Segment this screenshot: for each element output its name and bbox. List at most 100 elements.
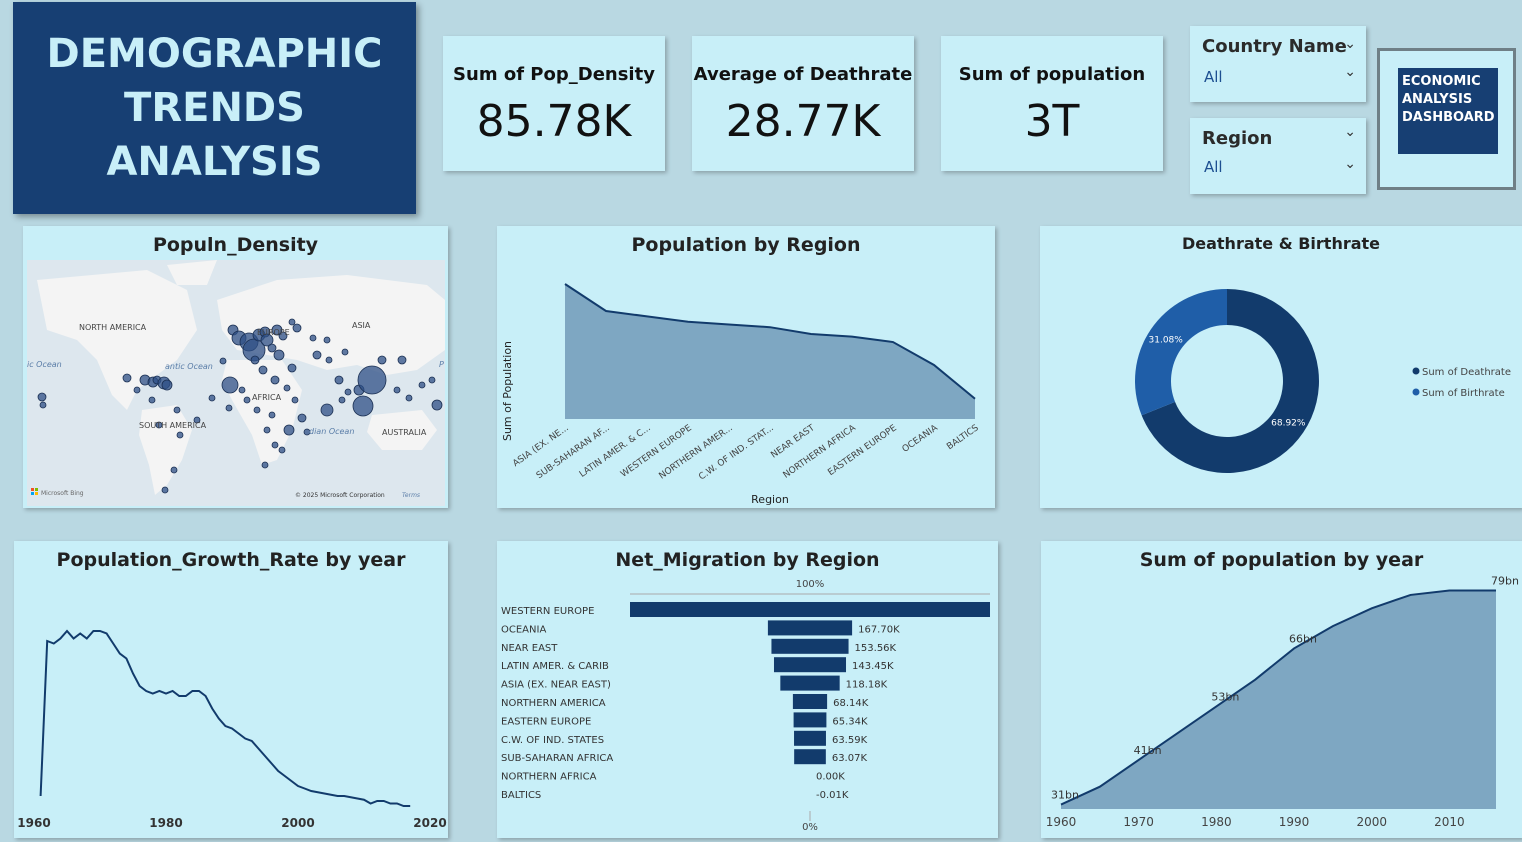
density-bubble[interactable]: [39, 401, 47, 409]
density-bubble[interactable]: [253, 406, 261, 414]
net-migration-funnel[interactable]: 100% 0% WESTERN EUROPE OCEANIA 167.70K NEAR…: [497, 541, 998, 838]
region-dropdown-value[interactable]: All: [1204, 158, 1223, 176]
density-bubble[interactable]: [173, 406, 181, 414]
density-bubble[interactable]: [208, 394, 216, 402]
density-bubble[interactable]: [325, 356, 333, 364]
density-bubble[interactable]: [338, 396, 346, 404]
density-bubble[interactable]: [278, 446, 286, 454]
density-bubble[interactable]: [288, 318, 296, 326]
density-bubble[interactable]: [312, 350, 322, 360]
funnel-bar[interactable]: [630, 602, 990, 617]
density-bubble[interactable]: [320, 403, 334, 417]
kpi-card-pop-density[interactable]: Sum of Pop_Density 85.78K: [443, 36, 665, 171]
density-bubble[interactable]: [260, 333, 274, 347]
chevron-down-icon[interactable]: ⌄: [1344, 156, 1356, 172]
funnel-data-label: 118.18K: [846, 680, 888, 691]
funnel-bar[interactable]: [794, 730, 826, 746]
area-fill[interactable]: [565, 284, 975, 419]
density-bubble[interactable]: [219, 357, 227, 365]
funnel-bar[interactable]: [771, 638, 849, 654]
density-bubble[interactable]: [292, 323, 302, 333]
kpi-card-population[interactable]: Sum of population 3T: [941, 36, 1163, 171]
growth-rate-line-chart[interactable]: 1960 1980 2000 2020: [14, 541, 448, 838]
x-tick-label: BALTICS: [945, 423, 981, 452]
country-slicer[interactable]: Country Name ⌄ All ⌄: [1190, 26, 1366, 102]
density-bubble[interactable]: [287, 363, 297, 373]
donut-slice[interactable]: [1141, 289, 1319, 473]
population-by-year-area-chart[interactable]: 31bn 41bn 53bn 66bn 79bn 1960 1970 1980 1990 2000…: [1041, 541, 1522, 838]
density-bubble[interactable]: [148, 396, 156, 404]
x-tick-label: 2000: [281, 816, 314, 830]
density-bubble[interactable]: [161, 379, 173, 391]
density-bubble[interactable]: [37, 392, 47, 402]
density-bubble[interactable]: [268, 411, 276, 419]
funnel-bar[interactable]: [794, 749, 826, 765]
donut-slice[interactable]: [1135, 289, 1227, 416]
density-bubble[interactable]: [405, 394, 413, 402]
country-dropdown-value[interactable]: All: [1204, 68, 1223, 86]
density-bubble[interactable]: [283, 424, 295, 436]
economic-dashboard-button[interactable]: ECONOMIC ANALYSIS DASHBOARD: [1377, 48, 1516, 190]
density-bubbles[interactable]: [37, 318, 443, 494]
density-bubble[interactable]: [238, 386, 246, 394]
map-terms-link[interactable]: Terms: [402, 492, 420, 499]
density-bubble[interactable]: [283, 384, 291, 392]
density-bubble[interactable]: [258, 365, 268, 375]
density-bubble[interactable]: [352, 395, 374, 417]
legend-deathrate: Sum of Deathrate: [1422, 367, 1511, 378]
density-bubble[interactable]: [261, 461, 269, 469]
growth-line[interactable]: [39, 629, 411, 807]
density-bubble[interactable]: [155, 421, 163, 429]
kpi-value: 28.77K: [725, 96, 881, 147]
density-bubble[interactable]: [431, 399, 443, 411]
funnel-bar[interactable]: [793, 712, 827, 728]
density-bubble[interactable]: [243, 396, 251, 404]
funnel-bar[interactable]: [792, 694, 828, 709]
chevron-down-icon[interactable]: ⌄: [1344, 124, 1356, 140]
population-by-region-chart[interactable]: Sum of Population Region ASIA (EX. NE...…: [497, 226, 995, 508]
density-bubble[interactable]: [250, 355, 260, 365]
chevron-down-icon[interactable]: ⌄: [1344, 64, 1356, 80]
density-bubble[interactable]: [323, 336, 331, 344]
density-bubble[interactable]: [278, 331, 288, 341]
density-bubble[interactable]: [303, 428, 311, 436]
kpi-card-deathrate[interactable]: Average of Deathrate 28.77K: [692, 36, 914, 171]
funnel-data-label: 153.56K: [855, 643, 897, 654]
funnel-bar[interactable]: [767, 620, 853, 636]
density-bubble[interactable]: [273, 349, 285, 361]
density-bubble[interactable]: [418, 381, 426, 389]
density-bubble[interactable]: [344, 388, 352, 396]
growth-rate-card: Population_Growth_Rate by year 1960 1980 2…: [14, 541, 448, 838]
density-bubble[interactable]: [122, 373, 132, 383]
density-bubble[interactable]: [309, 334, 317, 342]
density-bubble[interactable]: [377, 355, 387, 365]
density-bubble[interactable]: [334, 375, 344, 385]
density-bubble[interactable]: [271, 441, 279, 449]
density-bubble[interactable]: [291, 396, 299, 404]
chevron-down-icon[interactable]: ⌄: [1344, 36, 1356, 52]
density-bubble[interactable]: [341, 348, 349, 356]
region-slicer[interactable]: Region ⌄ All ⌄: [1190, 118, 1366, 194]
density-bubble[interactable]: [357, 365, 387, 395]
area-fill[interactable]: [1061, 590, 1496, 809]
density-bubble[interactable]: [170, 466, 178, 474]
density-bubble[interactable]: [270, 375, 280, 385]
density-bubble[interactable]: [267, 343, 277, 353]
density-bubble[interactable]: [176, 431, 184, 439]
density-bubble[interactable]: [428, 376, 436, 384]
funnel-bar[interactable]: [780, 675, 840, 691]
density-bubble[interactable]: [193, 416, 201, 424]
density-bubble[interactable]: [161, 486, 169, 494]
density-bubble[interactable]: [263, 426, 271, 434]
map-label-australia: AUSTRALIA: [382, 428, 427, 437]
density-bubble[interactable]: [225, 404, 233, 412]
density-bubble[interactable]: [297, 413, 307, 423]
density-bubble[interactable]: [221, 376, 239, 394]
density-bubble[interactable]: [393, 386, 401, 394]
density-bubble[interactable]: [133, 386, 141, 394]
deathrate-birthrate-donut[interactable]: Sum of Deathrate Sum of Birthrate 68.92%…: [1040, 226, 1522, 508]
density-bubble[interactable]: [271, 324, 283, 336]
density-bubble[interactable]: [397, 355, 407, 365]
world-map[interactable]: NORTH AMERICA ASIA EUROPE AFRICA SOUTH A…: [27, 260, 445, 506]
funnel-bar[interactable]: [773, 657, 847, 673]
